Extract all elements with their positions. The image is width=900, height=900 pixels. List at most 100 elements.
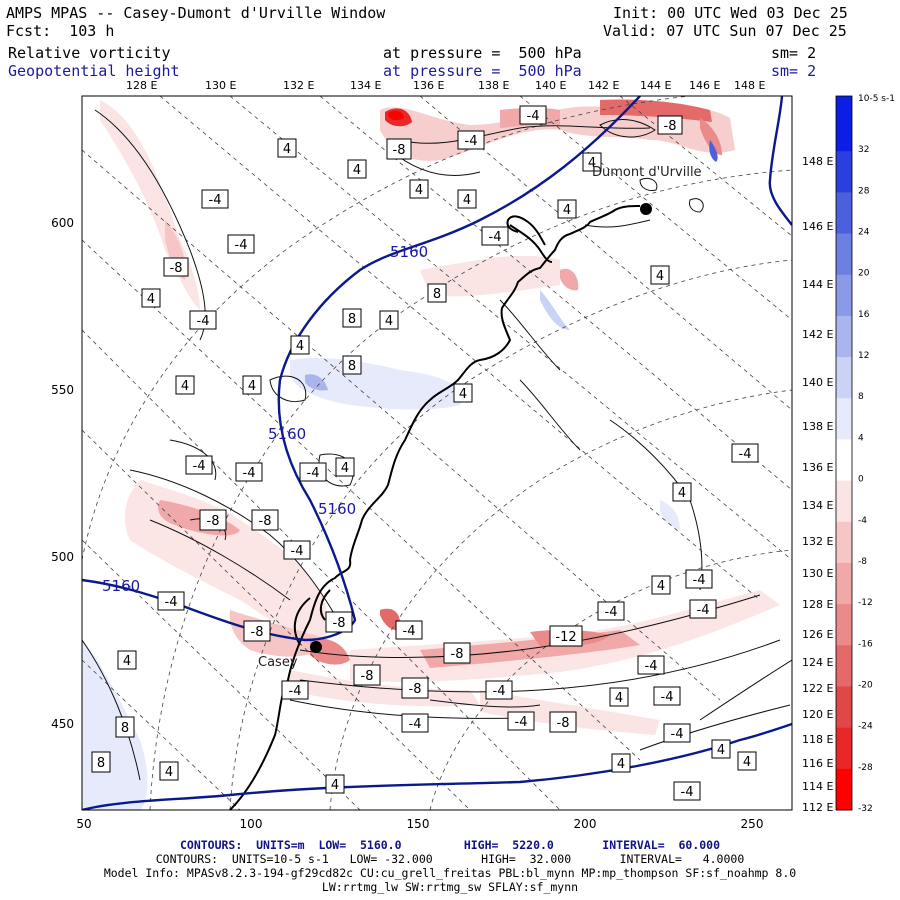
svg-text:4: 4 <box>615 691 623 706</box>
height-label: 5160 <box>318 500 356 518</box>
field1-name: Relative vorticity <box>8 44 171 62</box>
colorbar-tick-label: 16 <box>858 310 870 320</box>
colorbar-tick-label: -12 <box>858 598 873 608</box>
colorbar-cell <box>836 480 852 523</box>
field2-level: at pressure = 500 hPa <box>383 62 582 80</box>
vort-label: 8 <box>342 308 362 328</box>
svg-text:8: 8 <box>348 359 356 374</box>
svg-text:-4: -4 <box>403 624 416 639</box>
vort-label: -4 <box>653 686 681 706</box>
svg-text:-4: -4 <box>209 193 222 208</box>
vort-label: 4 <box>175 375 195 395</box>
svg-text:-4: -4 <box>697 603 710 618</box>
svg-text:-4: -4 <box>645 659 658 674</box>
vort-label: 4 <box>159 761 179 781</box>
colorbar-cell <box>836 768 852 811</box>
svg-text:4: 4 <box>123 654 131 669</box>
svg-text:132 E: 132 E <box>802 535 833 548</box>
colorbar-cell <box>836 686 852 729</box>
vort-label: -4 <box>201 189 229 209</box>
svg-text:4: 4 <box>283 142 291 157</box>
footer-contours-height: CONTOURS: UNITS=m LOW= 5160.0 HIGH= 5220… <box>179 838 721 852</box>
vort-label: 4 <box>457 189 477 209</box>
coastline <box>229 205 641 810</box>
station-casey: Casey <box>258 641 322 670</box>
svg-text:132 E: 132 E <box>283 79 314 92</box>
vort-label: -8 <box>243 620 271 642</box>
vort-label: -8 <box>353 664 381 686</box>
svg-text:4: 4 <box>165 765 173 780</box>
svg-text:-4: -4 <box>661 690 674 705</box>
top-longitude-labels: 128 E 130 E 132 E 134 E 136 E 138 E 140 … <box>126 79 765 92</box>
vort-label: 4 <box>672 482 692 502</box>
svg-text:4: 4 <box>353 163 361 178</box>
colorbar-cell <box>836 604 852 646</box>
svg-text:-4: -4 <box>605 605 618 620</box>
vort-label: 4 <box>651 575 671 595</box>
colorbar-tick-label: 20 <box>858 269 870 279</box>
svg-text:50: 50 <box>76 817 91 831</box>
colorbar-tick-label: -8 <box>858 557 867 567</box>
field1-smooth: sm= 2 <box>771 44 817 62</box>
vort-label: 4 <box>557 199 577 219</box>
vort-label: -4 <box>395 620 423 640</box>
footer-model-info-2: LW:rrtmg_lw SW:rrtmg_sw SFLAY:sf_mynn <box>321 880 579 894</box>
vort-label: 4 <box>347 159 367 179</box>
svg-text:-4: -4 <box>681 785 694 800</box>
vort-label: -4 <box>519 105 547 125</box>
svg-text:-8: -8 <box>361 669 374 684</box>
svg-text:4: 4 <box>459 387 467 402</box>
forecast-hour: Fcst: 103 h <box>6 22 115 40</box>
svg-text:124 E: 124 E <box>802 656 833 669</box>
colorbar-tick-label: -24 <box>858 722 873 732</box>
vort-label: -8 <box>251 509 279 531</box>
svg-text:142 E: 142 E <box>588 79 619 92</box>
vort-label: -4 <box>663 723 691 743</box>
svg-text:8: 8 <box>121 721 129 736</box>
map-frame <box>81 95 793 811</box>
svg-text:-8: -8 <box>409 682 422 697</box>
vort-label: -12 <box>549 625 583 647</box>
colorbar-cell <box>836 439 852 482</box>
plot-title: AMPS MPAS -- Casey-Dumont d'Urville Wind… <box>6 4 386 22</box>
colorbar-cell <box>836 110 852 152</box>
negative-vorticity-shading <box>100 99 780 735</box>
colorbar-cell <box>836 645 852 687</box>
svg-text:-8: -8 <box>170 261 183 276</box>
x-axis: 50 100 150 200 250 <box>76 817 763 831</box>
svg-text:4: 4 <box>656 269 664 284</box>
footer-contours-vorticity: CONTOURS: UNITS=10-5 s-1 LOW= -32.000 HI… <box>155 852 745 866</box>
vort-label: 4 <box>711 739 731 759</box>
svg-text:134 E: 134 E <box>802 499 833 512</box>
vort-label: -8 <box>443 642 471 664</box>
svg-text:-8: -8 <box>393 143 406 158</box>
svg-text:-4: -4 <box>409 717 422 732</box>
vort-label: 4 <box>325 774 345 794</box>
svg-text:130 E: 130 E <box>802 567 833 580</box>
valid-time: Valid: 07 UTC Sun 07 Dec 25 <box>603 22 847 40</box>
svg-text:-4: -4 <box>235 238 248 253</box>
vort-label: -8 <box>163 257 189 277</box>
svg-text:250: 250 <box>741 817 764 831</box>
colorbar-cell <box>836 233 852 276</box>
svg-text:138 E: 138 E <box>802 420 833 433</box>
colorbar-cell <box>836 274 852 317</box>
vort-label: -8 <box>199 509 227 531</box>
vort-label: 4 <box>379 310 399 330</box>
svg-text:140 E: 140 E <box>802 376 833 389</box>
vort-label: -8 <box>386 138 412 160</box>
svg-text:148 E: 148 E <box>734 79 765 92</box>
svg-text:-12: -12 <box>555 630 576 645</box>
vort-label: 4 <box>335 457 355 477</box>
right-longitude-labels: 148 E 146 E 144 E 142 E 140 E 138 E 136 … <box>802 155 833 814</box>
vort-label: -8 <box>325 611 353 633</box>
vort-label: 8 <box>342 355 362 375</box>
svg-text:146 E: 146 E <box>802 220 833 233</box>
svg-text:200: 200 <box>574 817 597 831</box>
svg-text:136 E: 136 E <box>413 79 444 92</box>
colorbar-tick-label: 0 <box>858 475 864 485</box>
colorbar-tick-label: 32 <box>858 145 869 155</box>
svg-text:4: 4 <box>617 757 625 772</box>
svg-text:-8: -8 <box>664 119 677 134</box>
svg-text:126 E: 126 E <box>802 628 833 641</box>
